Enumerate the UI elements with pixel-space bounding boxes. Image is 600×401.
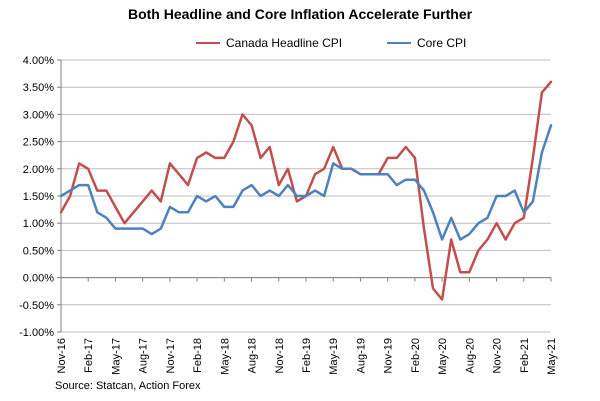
x-tick-label: Feb-21 bbox=[519, 338, 531, 373]
y-tick-label: 3.50% bbox=[23, 82, 54, 94]
legend-item-core: Core CPI bbox=[387, 36, 466, 50]
x-tick-label: Nov-20 bbox=[492, 338, 504, 373]
y-tick-label: 2.00% bbox=[23, 164, 54, 176]
y-tick-label: 1.00% bbox=[23, 218, 54, 230]
x-tick-label: May-21 bbox=[546, 338, 558, 375]
x-tick-label: Aug-18 bbox=[247, 338, 259, 373]
y-tick-label: 3.00% bbox=[23, 109, 54, 121]
y-tick-label: 4.00% bbox=[23, 55, 54, 67]
chart-title: Both Headline and Core Inflation Acceler… bbox=[127, 6, 473, 22]
legend: Canada Headline CPI Core CPI bbox=[0, 36, 600, 52]
y-tick-label: -1.00% bbox=[19, 327, 54, 339]
source-note: Source: Statcan, Action Forex bbox=[55, 380, 201, 392]
legend-item-headline: Canada Headline CPI bbox=[196, 36, 342, 50]
x-tick-label: Aug-17 bbox=[138, 338, 150, 373]
x-tick-label: May-18 bbox=[219, 338, 231, 375]
legend-swatch-core bbox=[387, 42, 411, 44]
y-tick-label: 0.50% bbox=[23, 245, 54, 257]
x-tick-label: Nov-16 bbox=[56, 338, 68, 373]
x-tick-label: Feb-18 bbox=[192, 338, 204, 373]
x-tick-label: Nov-18 bbox=[274, 338, 286, 373]
legend-swatch-headline bbox=[196, 42, 220, 44]
x-tick-label: Nov-17 bbox=[165, 338, 177, 373]
x-tick-label: Feb-19 bbox=[301, 338, 313, 373]
legend-label-headline: Canada Headline CPI bbox=[226, 36, 343, 50]
x-tick-label: Aug-20 bbox=[464, 338, 476, 373]
y-tick-label: 1.50% bbox=[23, 191, 54, 203]
x-tick-label: May-19 bbox=[328, 338, 340, 375]
legend-label-core: Core CPI bbox=[417, 36, 467, 50]
x-tick-label: Aug-19 bbox=[355, 338, 367, 373]
x-tick-label: Feb-17 bbox=[83, 338, 95, 373]
y-tick-label: 0.00% bbox=[23, 273, 54, 285]
y-tick-label: -0.50% bbox=[19, 300, 54, 312]
series-line-core bbox=[59, 124, 553, 241]
y-tick-label: 2.50% bbox=[23, 137, 54, 149]
x-tick-label: Feb-20 bbox=[410, 338, 422, 373]
x-tick-label: May-17 bbox=[110, 338, 122, 375]
x-tick-label: Nov-19 bbox=[383, 338, 395, 373]
x-tick-label: May-20 bbox=[437, 338, 449, 375]
